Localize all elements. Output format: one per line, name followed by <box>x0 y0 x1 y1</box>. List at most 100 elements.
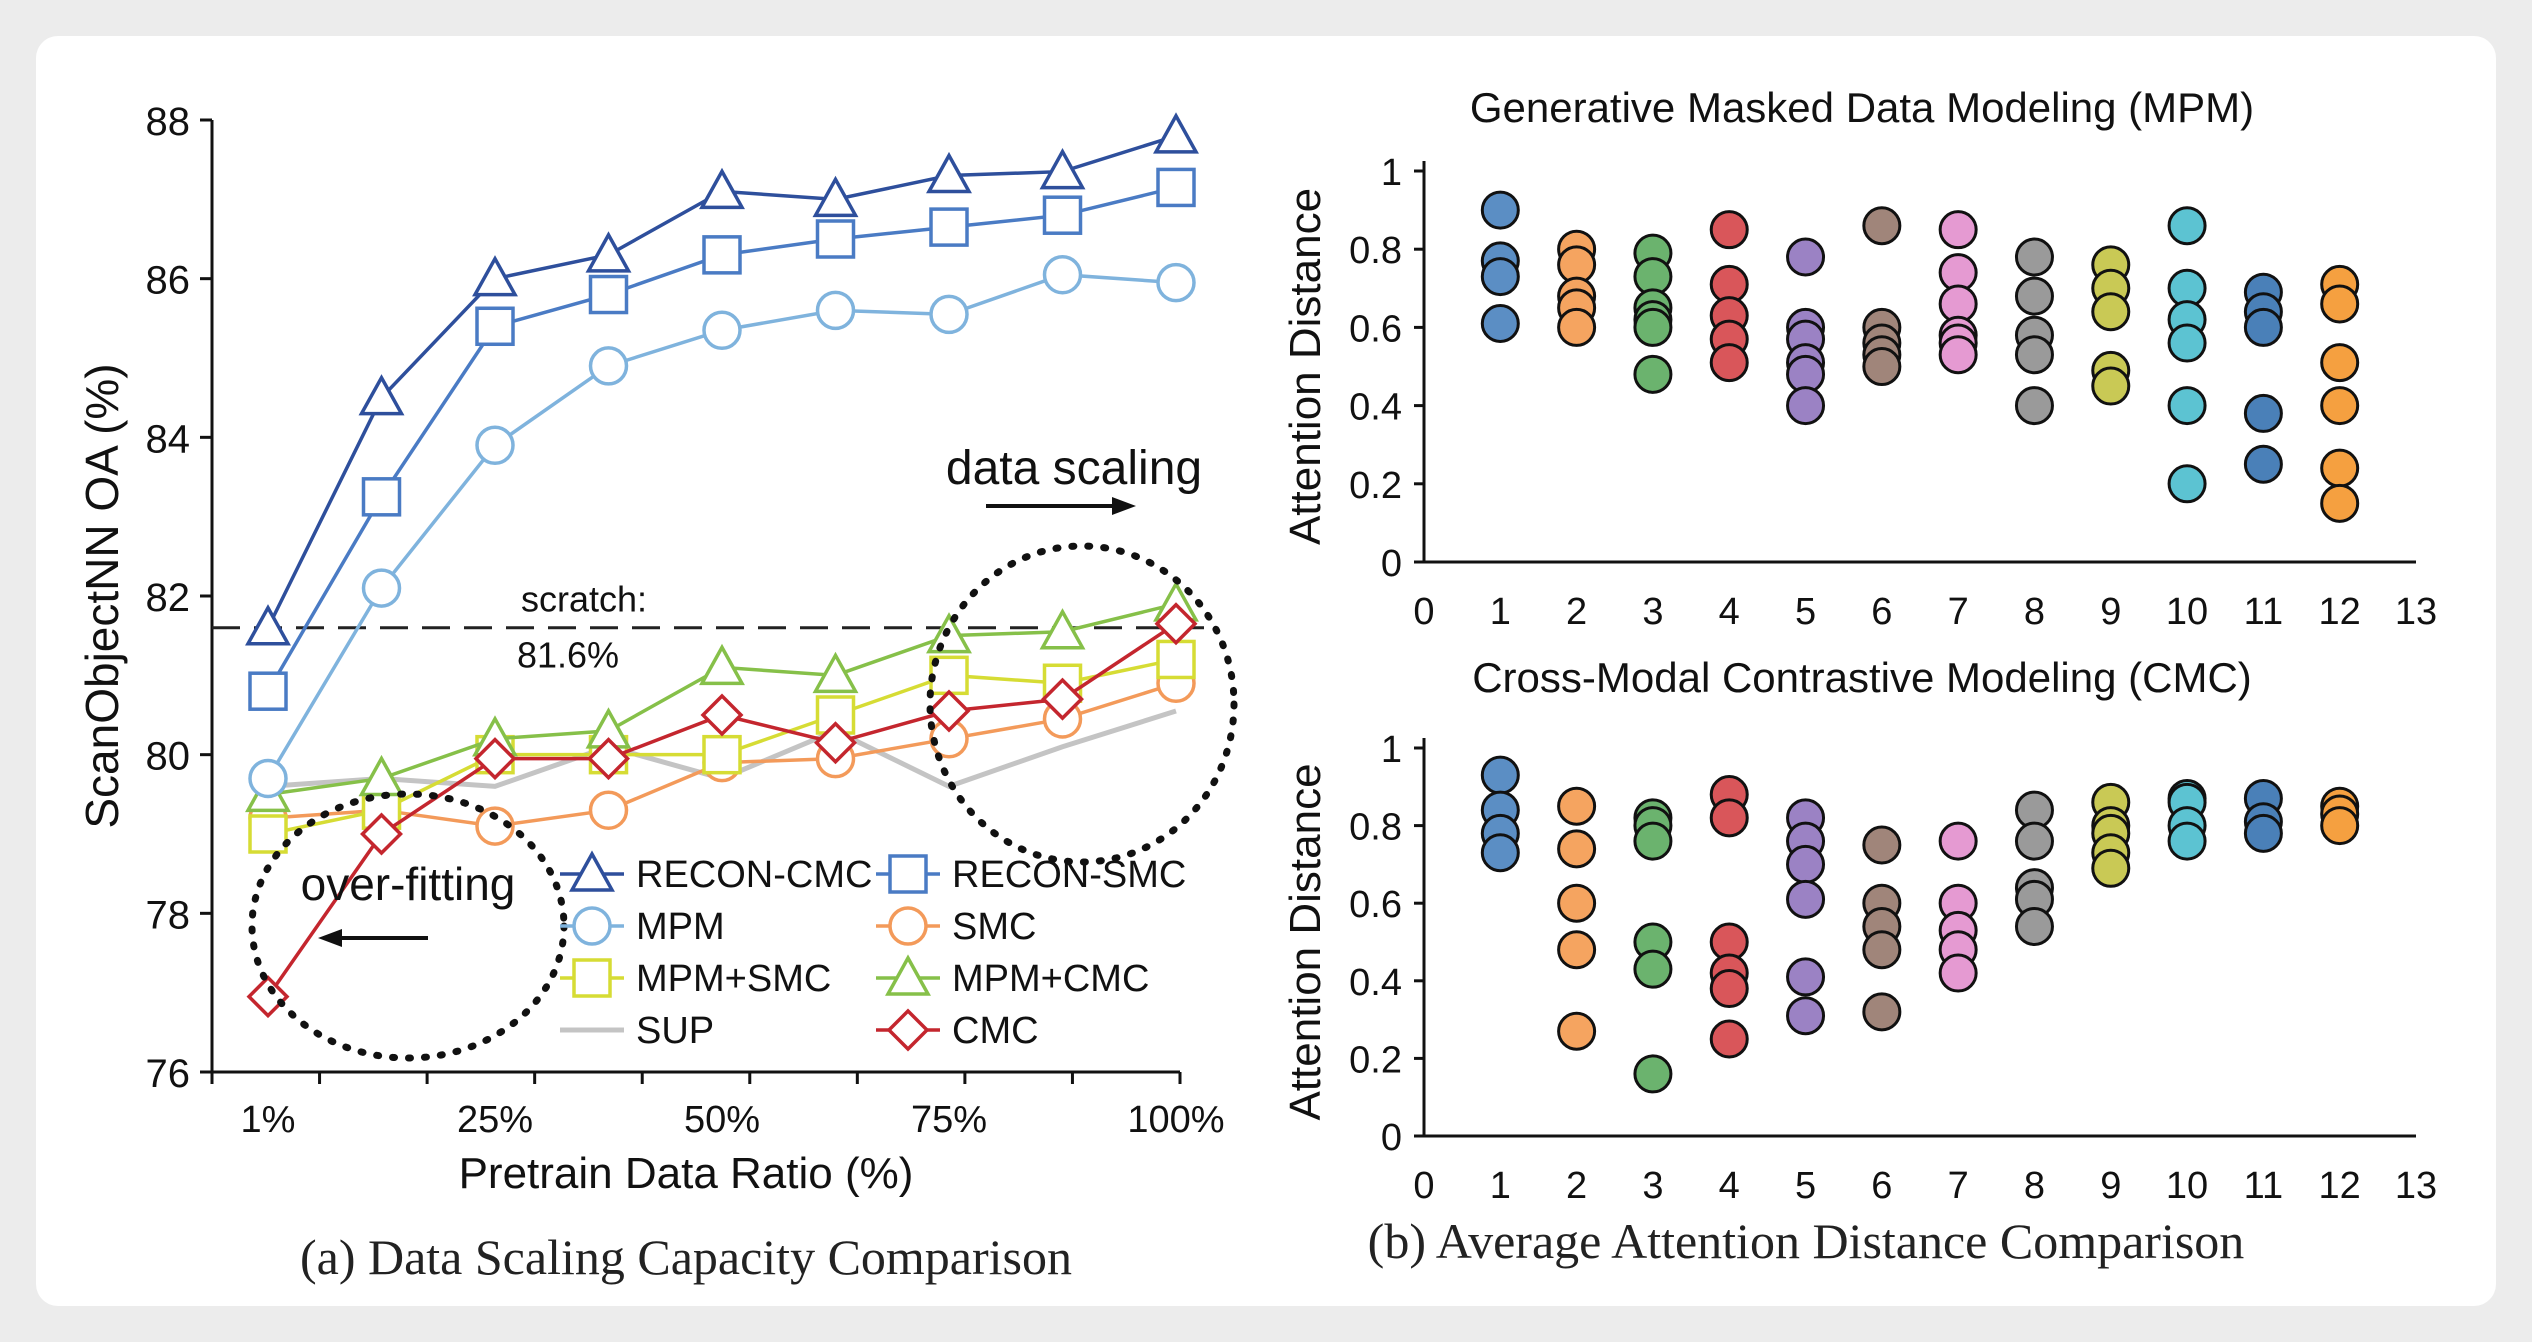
attention-point <box>1709 210 1749 250</box>
figure-card: 76 78 80 82 84 86 88 1% 25% 50% 75% 100% Pretrain Da… <box>36 36 2496 1306</box>
attention-point <box>1709 798 1749 838</box>
data-point <box>588 274 629 315</box>
legend-label: RECON-SMC <box>952 854 1186 896</box>
legend-label: SUP <box>636 1010 714 1052</box>
legend-item: RECON-SMC <box>876 854 1186 896</box>
attention-point <box>1938 210 1978 250</box>
overfitting-note: over-fitting <box>301 858 516 910</box>
x-tick-label: 2 <box>1566 1165 1587 1207</box>
layer-2-points <box>1557 229 1597 347</box>
attention-point <box>2320 343 2360 383</box>
legend-swatch-marker <box>888 854 928 894</box>
attention-point <box>1786 996 1826 1036</box>
attention-point <box>1557 930 1597 970</box>
y-tick-label: 0 <box>1381 1117 1402 1159</box>
data-scaling-note: data scaling <box>946 442 1202 495</box>
y-tick-label: 86 <box>146 259 191 303</box>
data-point <box>812 651 859 694</box>
layer-12-points <box>2320 786 2360 846</box>
series-mpm-cmc <box>245 580 1199 813</box>
attention-point <box>1786 844 1826 884</box>
layer-9-points <box>2091 245 2131 406</box>
x-tick-label: 4 <box>1719 591 1740 633</box>
legend-label: MPM+SMC <box>636 958 831 1000</box>
layer-4-points <box>1709 210 1749 383</box>
attention-point <box>1786 957 1826 997</box>
attention-point <box>2320 448 2360 488</box>
x-tick-label: 11 <box>2244 591 2283 633</box>
layer-11-points <box>2243 778 2283 853</box>
data-point <box>358 374 405 416</box>
layer-1-points <box>1480 755 1520 873</box>
data-point <box>245 604 291 646</box>
scatter-title: Cross-Modal Contrastive Modeling (CMC) <box>1472 654 2252 701</box>
left-caption: (a) Data Scaling Capacity Comparison <box>300 1229 1072 1285</box>
y-axis-title: Attention Distance <box>1281 763 1330 1120</box>
data-point <box>248 758 288 799</box>
attention-point <box>1709 1019 1749 1059</box>
x-tick-label: 7 <box>1948 1165 1969 1207</box>
x-tick-label: 50% <box>684 1099 760 1141</box>
layer-11-points <box>2243 272 2283 484</box>
y-axis-title: ScanObjectNN OA (%) <box>76 363 128 828</box>
legend-swatch-marker <box>569 850 615 892</box>
x-tick-label: 9 <box>2100 1165 2121 1207</box>
data-point <box>358 754 405 797</box>
x-tick-label: 8 <box>2024 1165 2045 1207</box>
legend-swatch-marker <box>885 954 931 996</box>
attention-point <box>1862 992 1902 1032</box>
data-point <box>699 167 745 210</box>
legend-label: RECON-CMC <box>636 854 872 896</box>
x-tick-label: 11 <box>2244 1165 2283 1207</box>
data-point <box>585 231 632 273</box>
attention-point <box>1633 354 1673 394</box>
data-point <box>1041 677 1084 721</box>
layer-8-points <box>2014 237 2054 426</box>
layer-8-points <box>2014 790 2054 946</box>
x-tick-label: 3 <box>1642 591 1663 633</box>
data-scaling-chart: 76 78 80 82 84 86 88 1% 25% 50% 75% 100% Pretrain Da… <box>76 100 1238 1198</box>
data-point <box>927 689 971 733</box>
series-mpm <box>248 254 1196 799</box>
data-point <box>360 812 403 856</box>
data-point <box>475 306 515 347</box>
attention-point <box>2014 821 2054 861</box>
attention-point <box>1938 335 1978 375</box>
legend-swatch-marker <box>886 1008 930 1052</box>
series-cmc <box>246 602 1198 1019</box>
data-point <box>472 255 518 297</box>
y-tick-label: 1 <box>1381 729 1402 771</box>
data-point <box>361 568 402 608</box>
y-tick-label: 0.4 <box>1349 387 1402 429</box>
scratch-label: scratch: <box>521 579 647 620</box>
x-tick-label: 1 <box>1490 591 1511 633</box>
x-tick-label: 0 <box>1413 1165 1434 1207</box>
data-point <box>588 790 629 830</box>
attention-point <box>2320 806 2360 846</box>
data-point <box>246 975 290 1019</box>
right-arrow-head <box>1112 497 1136 515</box>
left-arrow-head <box>318 929 342 947</box>
x-axis-title: Pretrain Data Ratio (%) <box>459 1149 914 1198</box>
data-point <box>1039 147 1086 190</box>
data-point <box>588 346 629 386</box>
attention-point <box>1557 307 1597 347</box>
x-tick-label: 10 <box>2166 1165 2208 1207</box>
x-tick-label: 12 <box>2319 591 2361 633</box>
attention-point <box>2167 464 2207 504</box>
attention-point <box>1633 821 1673 861</box>
attention-point <box>1480 190 1520 230</box>
data-point <box>475 425 515 466</box>
attention-point <box>2091 366 2131 406</box>
data-point <box>1154 602 1198 646</box>
legend-item: MPM+SMC <box>560 958 831 1000</box>
layer-5-points <box>1786 798 1826 1036</box>
attention-point <box>1938 821 1978 861</box>
layer-6-points <box>1862 206 1902 386</box>
x-tick-label: 0 <box>1413 591 1434 633</box>
attention-point <box>1557 829 1597 869</box>
attention-point <box>1862 347 1902 386</box>
right-caption: (b) Average Attention Distance Compariso… <box>1368 1213 2245 1269</box>
attention-point <box>2167 206 2207 246</box>
y-tick-label: 0.6 <box>1349 884 1402 926</box>
